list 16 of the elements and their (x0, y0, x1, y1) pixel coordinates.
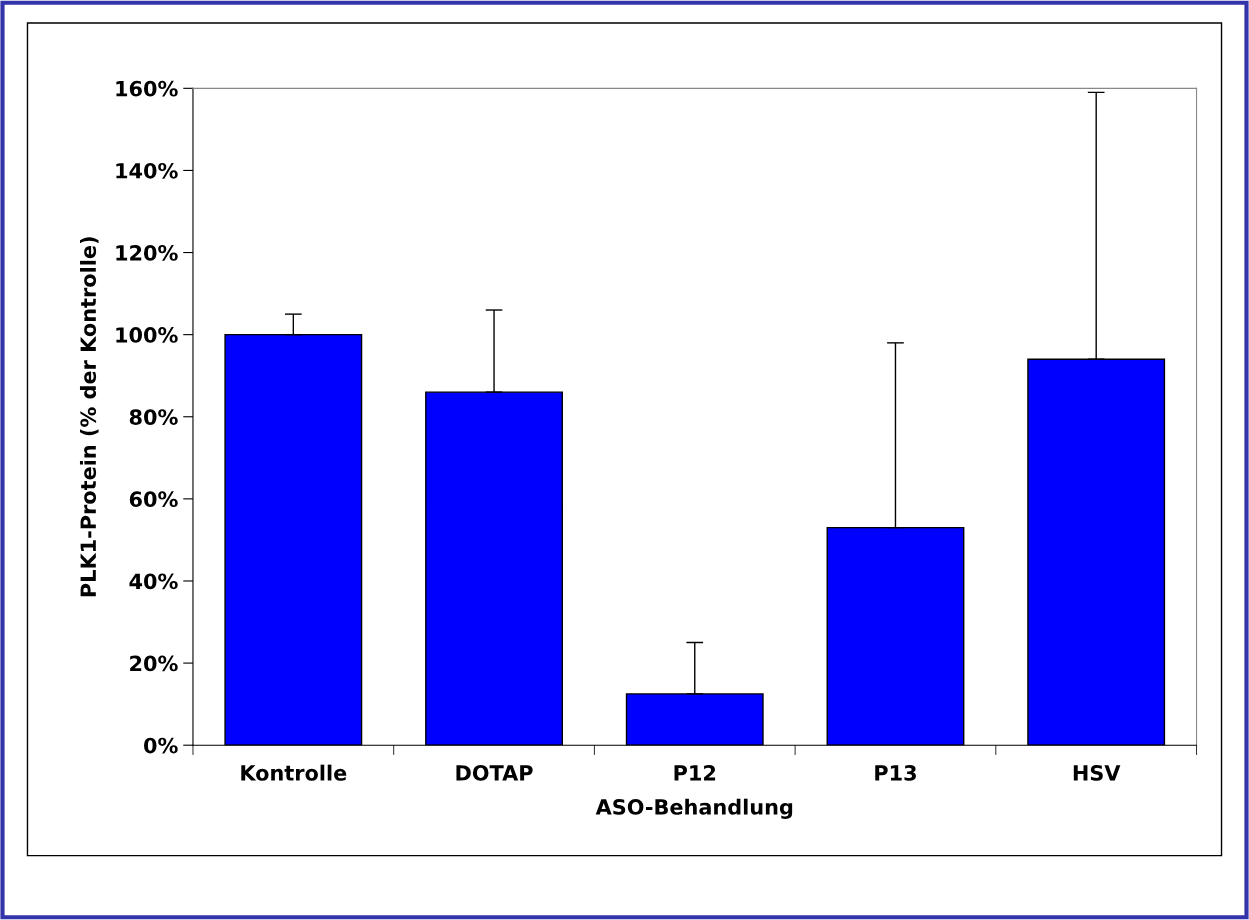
y-tick-label: 0% (144, 737, 178, 754)
x-axis-title: ASO-Behandlung (595, 798, 793, 820)
x-tick-label: P12 (674, 765, 716, 781)
y-tick-label: 80% (129, 409, 178, 425)
y-tick-label: 140% (116, 162, 178, 179)
y-tick-label: 120% (116, 244, 178, 261)
x-tick-label: DOTAP (456, 765, 533, 781)
y-axis-title: PLK1-Protein (% der Kontrolle) (79, 237, 99, 597)
y-tick-label: 160% (116, 80, 178, 97)
y-tick-label: 20% (130, 655, 178, 672)
y-tick-label: 60% (129, 491, 178, 508)
x-tick-label: P13 (875, 765, 916, 781)
x-tick-label: HSV (1073, 765, 1121, 781)
x-tick-label: Kontrolle (241, 764, 347, 781)
y-tick-label: 100% (116, 327, 178, 343)
y-tick-label: 40% (129, 573, 178, 590)
